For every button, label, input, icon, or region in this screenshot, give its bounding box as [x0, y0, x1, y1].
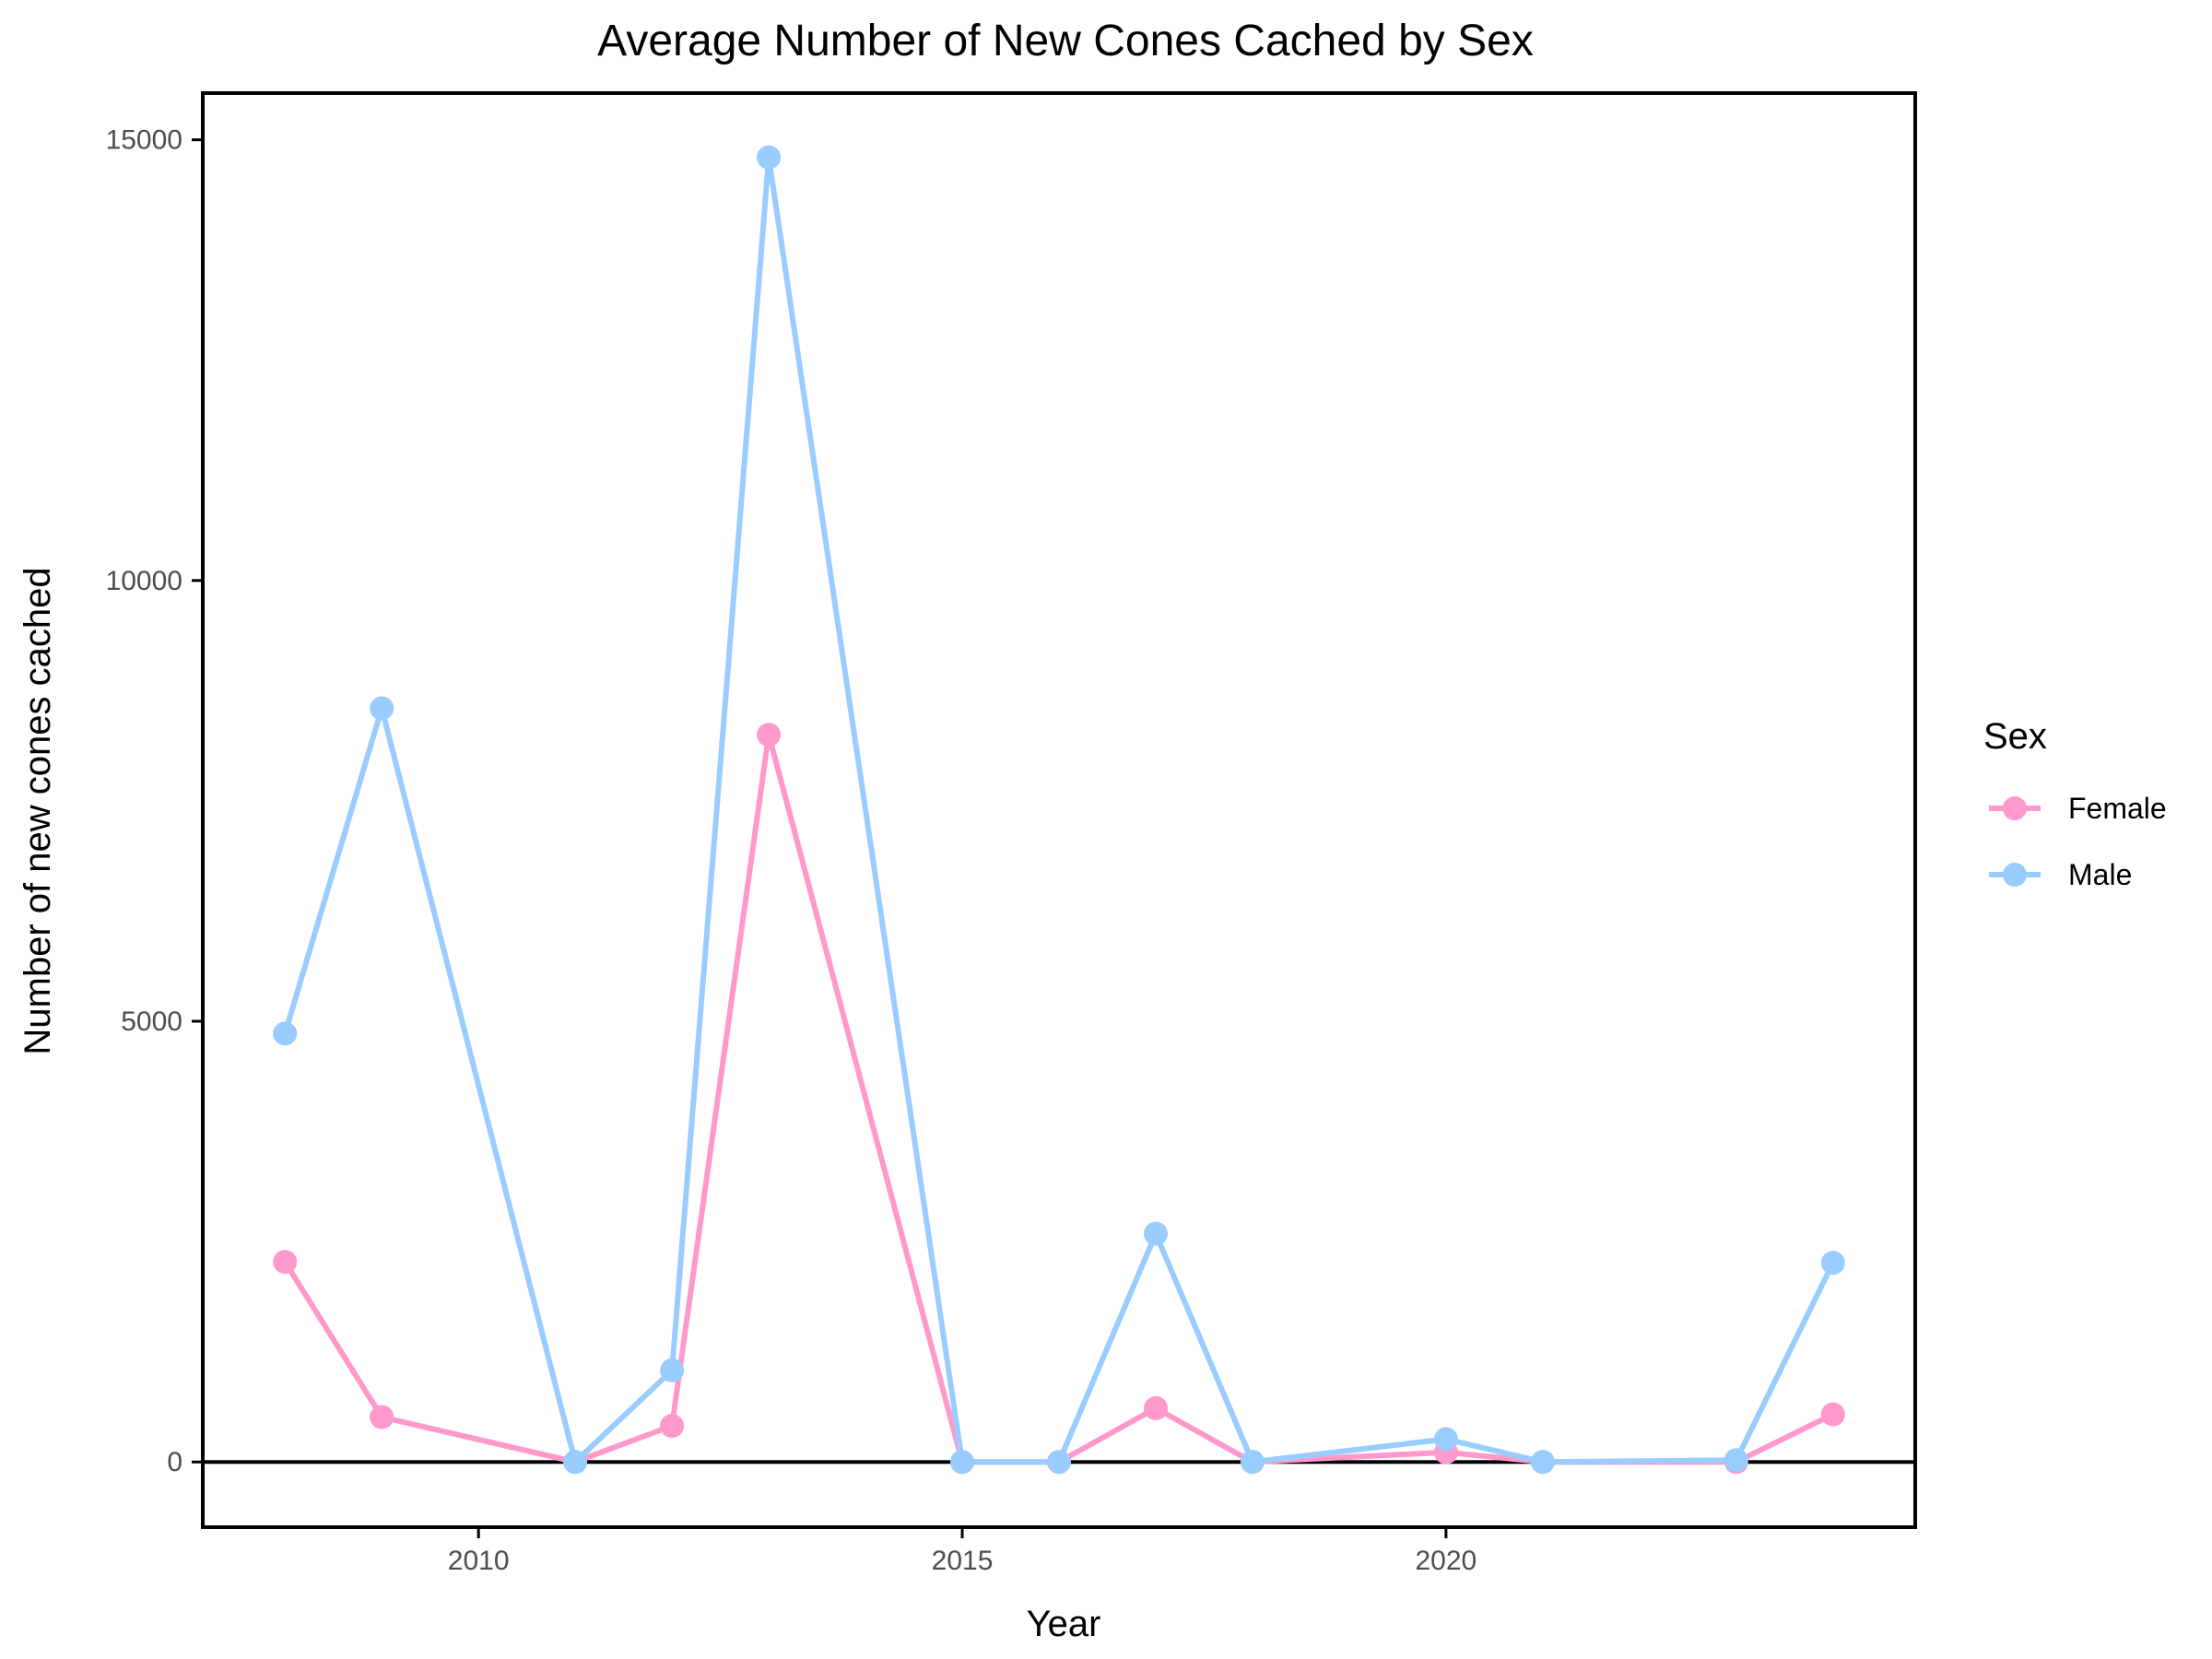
plot-area: 0 5000 10000 15000 2010 2015 2020: [106, 91, 1917, 1576]
x-axis-title: Year: [1027, 1604, 1101, 1644]
x-tick-label-2020: 2020: [1416, 1546, 1477, 1576]
data-point-male-2016: [1047, 1450, 1071, 1475]
series-line-female: [282, 732, 1836, 1465]
data-point-male-2009: [370, 696, 394, 721]
legend-label-female: Female: [2068, 792, 2167, 825]
data-point-male-2008: [273, 1021, 298, 1046]
data-point-male-2018: [1240, 1450, 1265, 1475]
legend-label-male: Male: [2068, 858, 2132, 891]
legend-key-point-female: [2003, 796, 2027, 820]
data-point-female-2008: [273, 1250, 298, 1275]
y-tick-label-10000: 10000: [106, 566, 182, 596]
data-point-male-2023: [1724, 1448, 1748, 1473]
data-point-male-2017: [1144, 1221, 1168, 1246]
data-point-male-2024: [1820, 1251, 1845, 1276]
data-point-female-2013: [757, 723, 782, 747]
data-point-female-2012: [660, 1414, 685, 1438]
data-point-female-2017: [1144, 1395, 1168, 1420]
data-point-male-2021: [1530, 1450, 1555, 1475]
y-tick-label-5000: 5000: [121, 1006, 182, 1037]
data-point-male-2011: [563, 1450, 588, 1475]
data-point-male-2015: [950, 1450, 974, 1475]
plot-border: [201, 91, 1917, 1529]
data-point-female-2024: [1820, 1402, 1845, 1427]
legend-title: Sex: [1983, 716, 2047, 757]
data-point-male-2020: [1433, 1427, 1458, 1452]
x-tick-label-2010: 2010: [448, 1546, 510, 1576]
data-point-female-2009: [370, 1405, 394, 1430]
y-tick-label-0: 0: [167, 1447, 182, 1477]
legend: Sex Female Male: [1983, 716, 2167, 891]
x-tick-label-2015: 2015: [932, 1546, 994, 1576]
chart-title: Average Number of New Cones Cached by Se…: [597, 17, 1534, 65]
data-point-male-2012: [660, 1358, 685, 1382]
data-point-male-2013: [757, 145, 782, 170]
legend-key-point-male: [2003, 863, 2027, 887]
y-axis-title: Number of new cones cached: [18, 567, 58, 1054]
y-tick-label-15000: 15000: [106, 125, 182, 156]
series-line-male: [282, 154, 1836, 1465]
